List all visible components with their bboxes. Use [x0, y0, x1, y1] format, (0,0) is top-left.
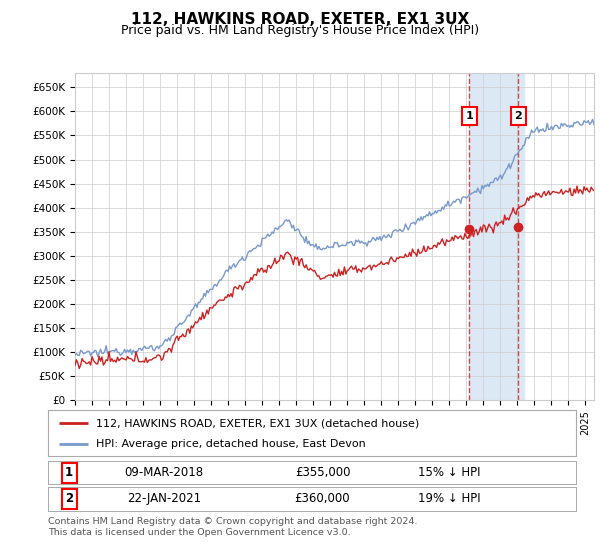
Text: 112, HAWKINS ROAD, EXETER, EX1 3UX (detached house): 112, HAWKINS ROAD, EXETER, EX1 3UX (deta… — [95, 418, 419, 428]
Bar — [469, 73, 524, 400]
Text: 112, HAWKINS ROAD, EXETER, EX1 3UX: 112, HAWKINS ROAD, EXETER, EX1 3UX — [131, 12, 469, 27]
Text: 09-MAR-2018: 09-MAR-2018 — [125, 466, 204, 479]
Text: 19% ↓ HPI: 19% ↓ HPI — [418, 492, 481, 506]
Text: £355,000: £355,000 — [295, 466, 350, 479]
Text: 22-JAN-2021: 22-JAN-2021 — [127, 492, 201, 506]
Text: 1: 1 — [466, 111, 473, 121]
Text: Price paid vs. HM Land Registry's House Price Index (HPI): Price paid vs. HM Land Registry's House … — [121, 24, 479, 37]
Text: HPI: Average price, detached house, East Devon: HPI: Average price, detached house, East… — [95, 438, 365, 449]
Text: Contains HM Land Registry data © Crown copyright and database right 2024.
This d: Contains HM Land Registry data © Crown c… — [48, 517, 418, 537]
Text: 1: 1 — [65, 466, 73, 479]
Text: £360,000: £360,000 — [295, 492, 350, 506]
Text: 2: 2 — [65, 492, 73, 506]
Text: 15% ↓ HPI: 15% ↓ HPI — [418, 466, 481, 479]
Text: 2: 2 — [515, 111, 523, 121]
